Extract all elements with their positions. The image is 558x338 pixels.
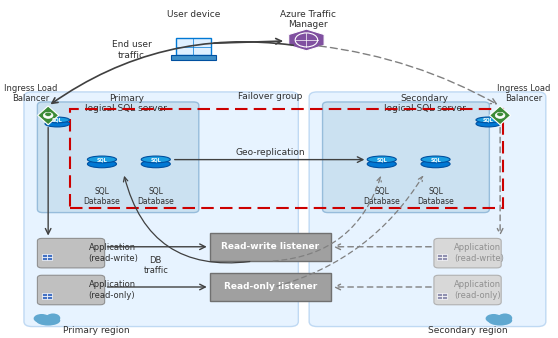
- Bar: [437, 296, 441, 299]
- Ellipse shape: [141, 156, 170, 163]
- Text: SQL: SQL: [483, 118, 494, 123]
- Circle shape: [44, 112, 53, 118]
- Bar: [47, 254, 52, 257]
- Bar: [47, 296, 52, 299]
- Ellipse shape: [421, 160, 450, 168]
- Text: Read-write listener: Read-write listener: [222, 242, 319, 251]
- FancyBboxPatch shape: [37, 102, 199, 213]
- Bar: [42, 296, 47, 299]
- Text: SQL: SQL: [151, 157, 161, 162]
- Bar: [442, 258, 447, 261]
- Ellipse shape: [367, 160, 396, 168]
- Ellipse shape: [485, 314, 502, 323]
- Bar: [437, 258, 441, 261]
- Bar: [171, 55, 216, 60]
- Text: Ingress Load
Balancer: Ingress Load Balancer: [4, 84, 57, 103]
- Polygon shape: [288, 29, 324, 51]
- Text: SQL: SQL: [376, 157, 387, 162]
- Bar: [437, 254, 441, 257]
- Ellipse shape: [141, 160, 170, 168]
- Text: SQL: SQL: [430, 157, 441, 162]
- FancyBboxPatch shape: [434, 275, 501, 305]
- Ellipse shape: [498, 313, 512, 322]
- Text: Secondary region: Secondary region: [428, 326, 508, 335]
- Text: Application
(read-only): Application (read-only): [89, 280, 136, 300]
- Text: SQL
Database: SQL Database: [363, 187, 400, 206]
- Ellipse shape: [45, 117, 70, 123]
- FancyBboxPatch shape: [37, 238, 105, 268]
- Text: Primary
logical SQL server: Primary logical SQL server: [85, 94, 167, 113]
- Text: SQL: SQL: [97, 157, 107, 162]
- Polygon shape: [37, 106, 59, 125]
- Text: DB
traffic: DB traffic: [143, 256, 168, 275]
- Text: Application
(read-write): Application (read-write): [89, 243, 138, 263]
- Circle shape: [45, 112, 51, 116]
- Ellipse shape: [367, 156, 396, 163]
- Bar: [210, 273, 331, 301]
- Text: SQL: SQL: [52, 118, 62, 123]
- Polygon shape: [489, 106, 511, 125]
- Text: Primary region: Primary region: [63, 326, 130, 335]
- Text: Application
(read-only): Application (read-only): [454, 280, 502, 300]
- Bar: [70, 108, 503, 208]
- Text: User device: User device: [167, 10, 220, 19]
- Bar: [42, 293, 47, 296]
- Text: Read-only listener: Read-only listener: [224, 283, 317, 291]
- Text: Ingress Load
Balancer: Ingress Load Balancer: [497, 84, 550, 103]
- FancyBboxPatch shape: [309, 92, 546, 327]
- Text: Application
(read-write): Application (read-write): [454, 243, 504, 263]
- Bar: [210, 233, 331, 261]
- Text: SQL
Database: SQL Database: [417, 187, 454, 206]
- Ellipse shape: [476, 121, 501, 127]
- Text: Secondary
logical SQL server: Secondary logical SQL server: [384, 94, 466, 113]
- Bar: [47, 258, 52, 261]
- Ellipse shape: [488, 315, 512, 325]
- FancyBboxPatch shape: [434, 238, 501, 268]
- Text: SQL
Database: SQL Database: [84, 187, 121, 206]
- Ellipse shape: [476, 117, 501, 123]
- Ellipse shape: [421, 156, 450, 163]
- Ellipse shape: [36, 315, 60, 325]
- Bar: [47, 293, 52, 296]
- Bar: [42, 254, 47, 257]
- Text: End user
traffic: End user traffic: [112, 40, 151, 60]
- Text: Azure Traffic
Manager: Azure Traffic Manager: [280, 10, 336, 29]
- FancyBboxPatch shape: [323, 102, 489, 213]
- Ellipse shape: [88, 160, 117, 168]
- Bar: [437, 293, 441, 296]
- Ellipse shape: [33, 314, 50, 323]
- FancyBboxPatch shape: [37, 275, 105, 305]
- Bar: [42, 258, 47, 261]
- Bar: [442, 293, 447, 296]
- Circle shape: [497, 112, 503, 116]
- FancyBboxPatch shape: [24, 92, 299, 327]
- Ellipse shape: [88, 156, 117, 163]
- Text: SQL
Database: SQL Database: [137, 187, 174, 206]
- Text: Geo-replication: Geo-replication: [235, 148, 305, 158]
- Ellipse shape: [46, 313, 60, 322]
- Text: Failover group: Failover group: [238, 92, 302, 101]
- Bar: [442, 296, 447, 299]
- Bar: [442, 254, 447, 257]
- Ellipse shape: [45, 121, 70, 127]
- FancyBboxPatch shape: [176, 38, 211, 55]
- Circle shape: [496, 112, 505, 118]
